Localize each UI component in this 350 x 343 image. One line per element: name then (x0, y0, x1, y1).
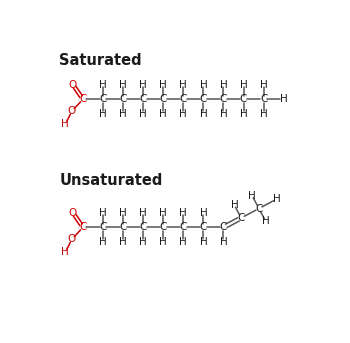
Text: H: H (159, 109, 167, 119)
Text: C: C (79, 94, 87, 104)
Text: H: H (159, 80, 167, 90)
Text: H: H (248, 191, 256, 201)
Text: H: H (180, 208, 187, 218)
Text: H: H (99, 237, 107, 247)
Text: H: H (199, 109, 207, 119)
Text: C: C (255, 203, 262, 213)
Text: C: C (180, 222, 187, 232)
Text: C: C (140, 94, 147, 104)
Text: C: C (160, 94, 167, 104)
Text: C: C (180, 94, 187, 104)
Text: H: H (139, 109, 147, 119)
Text: H: H (199, 237, 207, 247)
Text: H: H (139, 80, 147, 90)
Text: H: H (119, 237, 127, 247)
Text: H: H (260, 109, 267, 119)
Text: C: C (240, 94, 247, 104)
Text: H: H (240, 109, 247, 119)
Text: C: C (99, 222, 107, 232)
Text: H: H (61, 119, 69, 129)
Text: C: C (238, 213, 245, 223)
Text: H: H (262, 216, 270, 226)
Text: H: H (231, 200, 238, 210)
Text: H: H (159, 208, 167, 218)
Text: C: C (99, 94, 107, 104)
Text: O: O (68, 234, 76, 244)
Text: H: H (119, 208, 127, 218)
Text: C: C (160, 222, 167, 232)
Text: C: C (220, 222, 227, 232)
Text: C: C (200, 222, 207, 232)
Text: H: H (180, 80, 187, 90)
Text: C: C (140, 222, 147, 232)
Text: H: H (240, 80, 247, 90)
Text: C: C (220, 94, 227, 104)
Text: O: O (68, 106, 76, 116)
Text: H: H (139, 208, 147, 218)
Text: H: H (280, 94, 288, 104)
Text: H: H (199, 80, 207, 90)
Text: H: H (139, 237, 147, 247)
Text: H: H (61, 247, 69, 258)
Text: H: H (219, 237, 228, 247)
Text: H: H (99, 80, 107, 90)
Text: C: C (119, 94, 127, 104)
Text: H: H (119, 109, 127, 119)
Text: C: C (200, 94, 207, 104)
Text: C: C (79, 222, 87, 232)
Text: H: H (260, 80, 267, 90)
Text: Unsaturated: Unsaturated (59, 173, 163, 188)
Text: H: H (159, 237, 167, 247)
Text: Saturated: Saturated (59, 53, 142, 68)
Text: H: H (273, 194, 280, 204)
Text: O: O (69, 208, 77, 218)
Text: H: H (219, 109, 228, 119)
Text: H: H (119, 80, 127, 90)
Text: H: H (180, 237, 187, 247)
Text: H: H (99, 109, 107, 119)
Text: C: C (119, 222, 127, 232)
Text: C: C (260, 94, 267, 104)
Text: H: H (99, 208, 107, 218)
Text: H: H (199, 208, 207, 218)
Text: O: O (69, 80, 77, 90)
Text: H: H (219, 80, 228, 90)
Text: H: H (180, 109, 187, 119)
